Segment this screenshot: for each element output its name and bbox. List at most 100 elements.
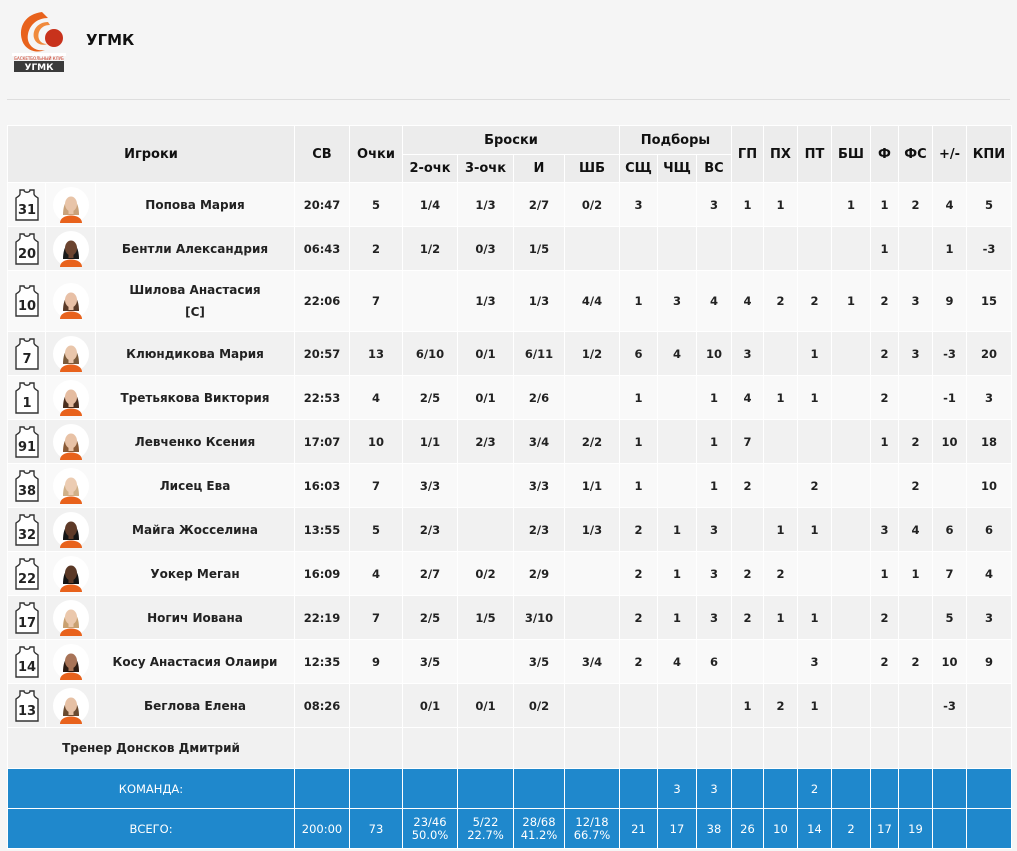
player-row: 91 Левченко Ксения 17:07 10 1/1 2/3 3/4 2/2 1 1 7 1… [7,419,1012,464]
stat-ft: 4/4 [564,270,620,332]
avatar[interactable] [52,423,89,460]
players-body: 31 Попова Мария 20:47 5 1/4 1/3 2/7 0/2 3 3 1 1 1 1 2 4… [7,182,1012,728]
stat-fg: 2/7 [513,182,565,227]
stat-min: 22:06 [294,270,350,332]
total-row: ВСЕГО: 200:00 73 23/46 50.0% 5/22 22.7% 28… [7,808,1012,849]
player-row: 32 Майга Жосселина 13:55 5 2/3 2/3 1/3 2 1 3 1 1 3 4 6… [7,507,1012,552]
stat-treb: 3 [696,182,732,227]
team-tov [763,768,798,809]
total-fg: 28/68 41.2% [513,808,565,849]
player-name[interactable]: Левченко Ксения [134,434,256,449]
stat-pts: 5 [349,507,403,552]
stat-fd: 3 [898,331,933,376]
header-rebounds: Подборы [619,125,732,155]
header-ast: ГП [731,125,764,183]
team-logo-icon: БАСКЕТБОЛЬНЫЙ КЛУБ УГМК [12,12,66,72]
stat-pts: 9 [349,639,403,684]
stat-blk [831,419,871,464]
player-name-cell: Попова Мария [95,182,295,227]
stat-pm: 9 [932,270,967,332]
header-three: 3-очк [457,154,514,183]
stat-ast: 1 [731,683,764,728]
stat-pm: 10 [932,639,967,684]
stat-pts: 10 [349,419,403,464]
player-name[interactable]: Косу Анастасия Олаири [112,654,278,669]
stat-oreb: 2 [619,507,658,552]
stat-three [457,463,514,508]
avatar[interactable] [52,687,89,724]
player-name[interactable]: Шилова Анастасия [129,283,261,297]
stat-two: 2/3 [402,507,458,552]
stat-ft [564,226,620,271]
player-name[interactable]: Уокер Меган [150,566,240,581]
stat-pts: 7 [349,270,403,332]
player-name[interactable]: Бентли Александрия [121,241,269,256]
captain-badge: [C] [185,305,205,319]
stat-fd: 2 [898,639,933,684]
jersey-number: 14 [17,660,35,675]
stat-pm: -3 [932,683,967,728]
player-name-cell: Беглова Елена [95,683,295,728]
stat-stl: 1 [797,375,832,420]
player-name[interactable]: Майга Жосселина [132,522,258,537]
stat-ast: 1 [731,182,764,227]
stat-pm: -3 [932,331,967,376]
stat-eff: 3 [966,595,1012,640]
avatar[interactable] [52,643,89,680]
stat-min: 16:09 [294,551,350,596]
total-oreb: 21 [619,808,658,849]
stat-oreb: 2 [619,639,658,684]
total-row-label: ВСЕГО: [7,808,295,849]
player-name[interactable]: Клюндикова Мария [126,346,264,361]
avatar[interactable] [52,467,89,504]
stat-tov [763,419,798,464]
jersey-icon: 22 [14,557,39,590]
player-row: 7 Клюндикова Мария 20:57 13 6/10 0/1 6/11 1/2 6 4… [7,331,1012,376]
header-fd: ФС [898,125,933,183]
stat-oreb: 2 [619,551,658,596]
stat-ft [564,683,620,728]
stat-stl [797,182,832,227]
stat-pf: 1 [870,182,899,227]
stat-pm [932,463,967,508]
jersey-cell: 14 [7,639,46,684]
stat-ft [564,551,620,596]
jersey-icon: 17 [14,601,39,634]
stat-pts: 4 [349,375,403,420]
stat-three [457,507,514,552]
boxscore-table: Игроки СВ Очки Броски Подборы ГП ПХ ПТ Б… [7,125,1012,849]
stat-pts: 2 [349,226,403,271]
stat-three: 1/3 [457,270,514,332]
player-name[interactable]: Беглова Елена [144,698,246,713]
header-blk: БШ [831,125,871,183]
stat-pts: 7 [349,595,403,640]
stat-treb: 1 [696,463,732,508]
stat-pf: 1 [870,551,899,596]
avatar[interactable] [52,599,89,636]
player-name[interactable]: Лисец Ева [159,478,231,493]
player-name[interactable]: Попова Мария [145,197,245,212]
avatar[interactable] [52,555,89,592]
avatar[interactable] [52,511,89,548]
avatar[interactable] [52,283,89,319]
stat-three: 0/3 [457,226,514,271]
total-pf: 17 [870,808,899,849]
stat-treb: 3 [696,507,732,552]
avatar[interactable] [52,230,89,267]
player-name[interactable]: Третьякова Виктория [120,390,270,405]
stat-blk [831,507,871,552]
stat-min: 20:47 [294,182,350,227]
player-row: 14 Косу Анастасия Олаири 12:35 9 3/5 3/5 3/4 2 4… [7,639,1012,684]
avatar[interactable] [52,379,89,416]
header-treb: ВС [696,154,732,183]
stat-blk [831,375,871,420]
avatar[interactable] [52,186,89,223]
stat-pm: -1 [932,375,967,420]
team-blk [831,768,871,809]
stat-fg: 0/2 [513,683,565,728]
stat-dreb: 4 [657,331,697,376]
stat-fg: 6/11 [513,331,565,376]
stat-tov [763,639,798,684]
avatar[interactable] [52,335,89,372]
player-name[interactable]: Ногич Иована [147,610,243,625]
